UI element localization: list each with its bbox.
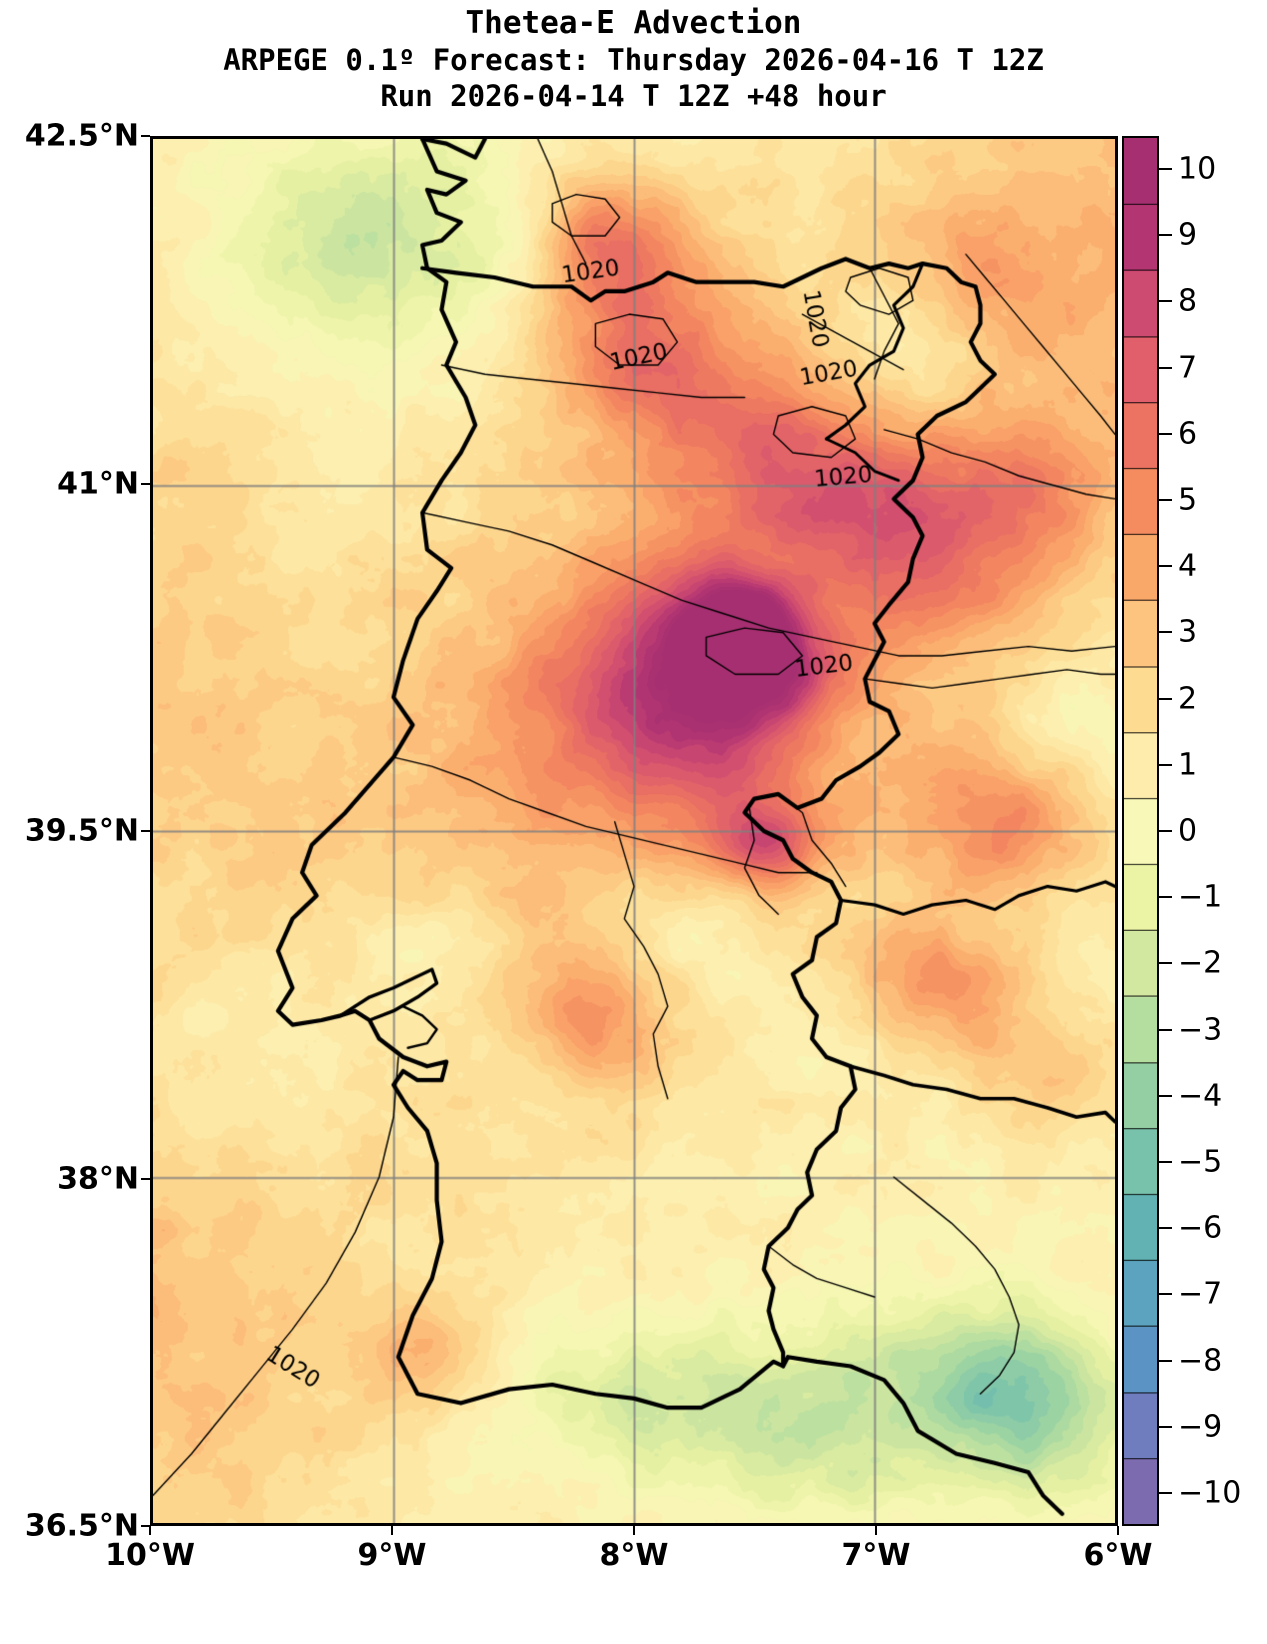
latitude-tick-label: 36.5°N xyxy=(24,1508,139,1544)
chart-subtitle-forecast: ARPEGE 0.1º Forecast: Thursday 2026-04-1… xyxy=(223,43,1044,77)
colorbar-tick-label: 7 xyxy=(1178,350,1198,386)
colorbar-tick-label: −9 xyxy=(1178,1409,1223,1445)
colorbar-tick-mark xyxy=(1159,300,1172,303)
longitude-tick-mark xyxy=(633,1526,635,1535)
colorbar-tick-label: −6 xyxy=(1178,1210,1223,1246)
colorbar-tick-mark xyxy=(1159,168,1172,171)
longitude-tick-label: 8°W xyxy=(599,1538,669,1573)
colorbar-tick-label: −8 xyxy=(1178,1343,1223,1379)
colorbar-tick-mark xyxy=(1159,763,1172,766)
latitude-tick-label: 41°N xyxy=(57,466,139,501)
colorbar-tick-mark xyxy=(1159,697,1172,700)
latitude-tick-mark xyxy=(141,135,150,137)
colorbar-tick-mark xyxy=(1159,1160,1172,1163)
colorbar-tick-label: −10 xyxy=(1178,1475,1242,1511)
colorbar-tick-label: 2 xyxy=(1178,681,1198,717)
theta-e-advection-map xyxy=(153,139,1115,1523)
latitude-tick-label: 38°N xyxy=(57,1161,139,1196)
colorbar-tick-label: 8 xyxy=(1178,283,1198,319)
colorbar-tick-label: 4 xyxy=(1178,548,1198,584)
latitude-tick-label: 39.5°N xyxy=(24,813,139,849)
colorbar-tick-mark xyxy=(1159,432,1172,435)
latitude-tick-mark xyxy=(141,482,150,485)
colorbar-tick-mark xyxy=(1159,1293,1172,1296)
colorbar-tick-label: −4 xyxy=(1178,1078,1223,1114)
colorbar-tick-mark xyxy=(1159,631,1172,634)
longitude-tick-mark xyxy=(1117,1526,1119,1535)
colorbar-tick-mark xyxy=(1159,1227,1172,1230)
latitude-tick-mark xyxy=(141,1177,150,1180)
colorbar-tick-mark xyxy=(1159,962,1172,965)
colorbar-tick-mark xyxy=(1159,830,1172,832)
colorbar-tick-label: −1 xyxy=(1178,879,1223,915)
chart-title-block: Thetea-E Advection ARPEGE 0.1º Forecast:… xyxy=(0,4,1267,114)
longitude-tick-mark xyxy=(391,1526,393,1535)
colorbar-tick-mark xyxy=(1159,499,1172,502)
colorbar[interactable] xyxy=(1122,136,1159,1526)
colorbar-tick-mark xyxy=(1159,366,1172,369)
colorbar-tick-mark xyxy=(1159,1028,1172,1031)
longitude-tick-label: 10°W xyxy=(105,1538,195,1573)
longitude-tick-label: 6°W xyxy=(1083,1538,1153,1573)
chart-title: Thetea-E Advection xyxy=(465,5,802,41)
latitude-tick-mark xyxy=(141,1525,150,1527)
map-plot-area[interactable] xyxy=(150,136,1118,1526)
colorbar-tick-mark xyxy=(1159,565,1172,568)
chart-subtitle-run: Run 2026-04-14 T 12Z +48 hour xyxy=(380,79,887,113)
colorbar-tick-label: 9 xyxy=(1178,217,1198,253)
colorbar-tick-mark xyxy=(1159,1359,1172,1362)
longitude-tick-mark xyxy=(149,1526,151,1535)
colorbar-tick-mark xyxy=(1159,1425,1172,1428)
colorbar-tick-label: 0 xyxy=(1178,813,1198,849)
colorbar-tick-mark xyxy=(1159,896,1172,899)
colorbar-tick-mark xyxy=(1159,234,1172,237)
colorbar-tick-label: −2 xyxy=(1178,945,1223,981)
colorbar-tick-label: 6 xyxy=(1178,416,1198,452)
longitude-tick-label: 9°W xyxy=(357,1538,427,1573)
colorbar-tick-label: 3 xyxy=(1178,614,1198,650)
colorbar-tick-label: 5 xyxy=(1178,482,1198,518)
colorbar-tick-label: −5 xyxy=(1178,1144,1223,1180)
colorbar-tick-label: −3 xyxy=(1178,1012,1223,1048)
latitude-tick-label: 42.5°N xyxy=(24,118,139,154)
latitude-tick-mark xyxy=(141,830,150,832)
colorbar-tick-label: −7 xyxy=(1178,1276,1223,1312)
colorbar-tick-label: 1 xyxy=(1178,747,1198,783)
colorbar-tick-mark xyxy=(1159,1094,1172,1097)
colorbar-tick-mark xyxy=(1159,1491,1172,1494)
colorbar-tick-label: 10 xyxy=(1178,151,1217,187)
longitude-tick-mark xyxy=(875,1526,877,1535)
longitude-tick-label: 7°W xyxy=(841,1538,911,1573)
colorbar-gradient xyxy=(1122,136,1159,1526)
